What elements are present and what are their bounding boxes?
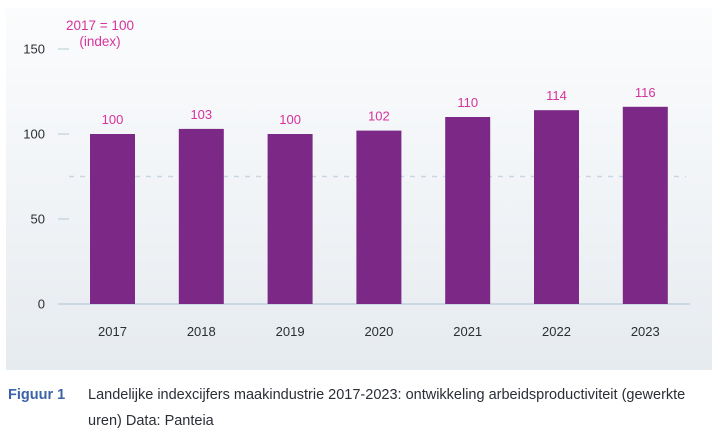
y-tick-label: 0 [38, 297, 45, 312]
bar-2021 [445, 117, 491, 304]
bar-2020 [356, 130, 402, 304]
x-tick-label-2022: 2022 [542, 324, 571, 339]
bar-2023 [622, 106, 668, 304]
bar-2019 [267, 134, 313, 304]
y-tick-label: 150 [23, 42, 45, 57]
x-tick-label-2017: 2017 [98, 324, 127, 339]
bar-2022 [534, 110, 579, 304]
x-tick-label-2020: 2020 [364, 324, 393, 339]
bars-layer [90, 106, 668, 304]
index-annotation-line1: 2017 = 100 [66, 18, 134, 33]
data-label-2022: 114 [546, 88, 567, 103]
y-tick-label: 100 [23, 127, 45, 142]
bar-2017 [90, 134, 135, 304]
bar-chart: 0 50 100 150 100 2017 103 2018 100 2019 102 2020 11… [23, 18, 690, 339]
x-tick-label-2023: 2023 [631, 324, 660, 339]
data-label-2019: 100 [279, 112, 301, 127]
data-label-2018: 103 [190, 107, 212, 122]
bar-2018 [178, 128, 224, 304]
y-tick-label: 50 [31, 212, 45, 227]
data-label-2020: 102 [368, 109, 390, 124]
x-tick-label-2019: 2019 [276, 324, 305, 339]
index-annotation-line2: (index) [79, 34, 120, 49]
data-label-2023: 116 [635, 85, 656, 100]
figure-label: Figuur 1 [8, 387, 66, 403]
data-label-2021: 110 [457, 95, 478, 110]
x-tick-label-2018: 2018 [187, 324, 216, 339]
x-tick-label-2021: 2021 [453, 324, 482, 339]
data-label-2017: 100 [102, 112, 124, 127]
figure-caption-text: Landelijke indexcijfers maakindustrie 20… [88, 387, 686, 429]
labels-layer: 100 2017 103 2018 100 2019 102 2020 110 2021 114 20… [98, 85, 660, 339]
